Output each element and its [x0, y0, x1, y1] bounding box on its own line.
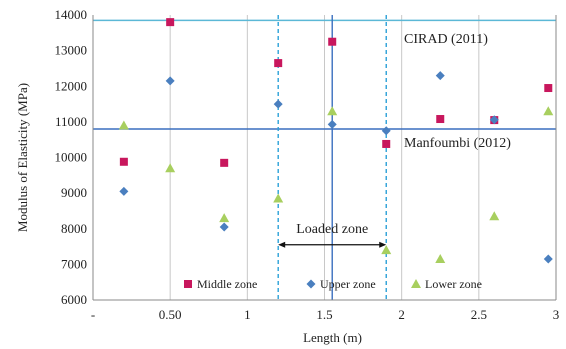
point-triangle-2-0 — [118, 120, 129, 130]
point-triangle-2-7 — [489, 211, 500, 221]
legend-label-0: Middle zone — [197, 277, 257, 291]
point-diamond-1-4 — [327, 119, 337, 129]
loaded-zone-arrow-left — [278, 241, 286, 248]
y-tick-label-0: 6000 — [61, 292, 87, 307]
reference-label-0: CIRAD (2011) — [404, 32, 488, 47]
x-tick-label-2: 1 — [244, 307, 251, 322]
data-points — [118, 18, 554, 264]
point-square-0-1 — [166, 18, 175, 27]
point-triangle-2-5 — [381, 245, 392, 255]
x-tick-label-3: 1.5 — [316, 307, 332, 322]
y-tick-label-6: 12000 — [55, 78, 88, 93]
legend-marker-1 — [306, 279, 316, 289]
point-diamond-1-8 — [543, 254, 553, 264]
reference-label-1: Manfoumbi (2012) — [404, 136, 511, 151]
point-diamond-1-2 — [219, 222, 229, 232]
point-square-0-0 — [119, 157, 128, 166]
x-tick-labels: - 0.50 1 1.5 2 2.5 3 — [91, 307, 559, 322]
point-diamond-1-1 — [165, 76, 175, 86]
legend-marker-0 — [184, 280, 192, 288]
point-diamond-1-3 — [273, 99, 283, 109]
legend-label-1: Upper zone — [320, 277, 376, 291]
point-square-0-4 — [328, 37, 337, 46]
y-tick-label-5: 11000 — [55, 114, 87, 129]
point-triangle-2-3 — [273, 193, 284, 203]
loaded-zone: Loaded zone — [277, 15, 387, 300]
x-tick-label-5: 2.5 — [471, 307, 487, 322]
point-triangle-2-1 — [165, 163, 176, 173]
point-square-0-6 — [436, 115, 445, 124]
x-tick-label-0: - — [91, 307, 95, 322]
point-diamond-1-7 — [489, 115, 499, 125]
point-square-0-5 — [382, 139, 391, 148]
x-tick-label-1: 0.50 — [159, 307, 182, 322]
point-diamond-1-0 — [119, 186, 129, 196]
legend-marker-2 — [411, 279, 421, 288]
point-square-0-2 — [220, 158, 229, 167]
point-diamond-1-5 — [381, 126, 391, 136]
point-square-0-3 — [274, 59, 283, 68]
point-triangle-2-6 — [435, 254, 446, 264]
y-tick-label-3: 9000 — [61, 185, 87, 200]
y-tick-label-7: 13000 — [55, 43, 88, 58]
loaded-zone-label: Loaded zone — [296, 222, 368, 237]
y-tick-label-4: 10000 — [55, 150, 88, 165]
y-axis-title: Modulus of Elasticity (MPa) — [15, 83, 30, 232]
y-tick-label-1: 7000 — [61, 256, 87, 271]
x-axis-title: Length (m) — [303, 330, 362, 345]
legend: Middle zone Upper zone Lower zone — [184, 277, 482, 291]
point-triangle-2-2 — [219, 213, 230, 223]
legend-label-2: Lower zone — [425, 277, 482, 291]
point-diamond-1-6 — [435, 71, 445, 81]
point-triangle-2-4 — [327, 106, 338, 116]
x-tick-label-6: 3 — [553, 307, 560, 322]
y-tick-label-2: 8000 — [61, 221, 87, 236]
vertical-gridlines — [169, 15, 480, 300]
point-square-0-8 — [544, 84, 553, 93]
plot-frame — [92, 15, 557, 301]
y-tick-label-8: 14000 — [55, 7, 88, 22]
loaded-zone-arrow-right — [379, 241, 387, 248]
x-tick-label-4: 2 — [398, 307, 405, 322]
point-triangle-2-8 — [543, 106, 554, 116]
y-tick-labels: 6000 7000 8000 9000 10000 11000 12000 13000 1400… — [55, 7, 88, 307]
